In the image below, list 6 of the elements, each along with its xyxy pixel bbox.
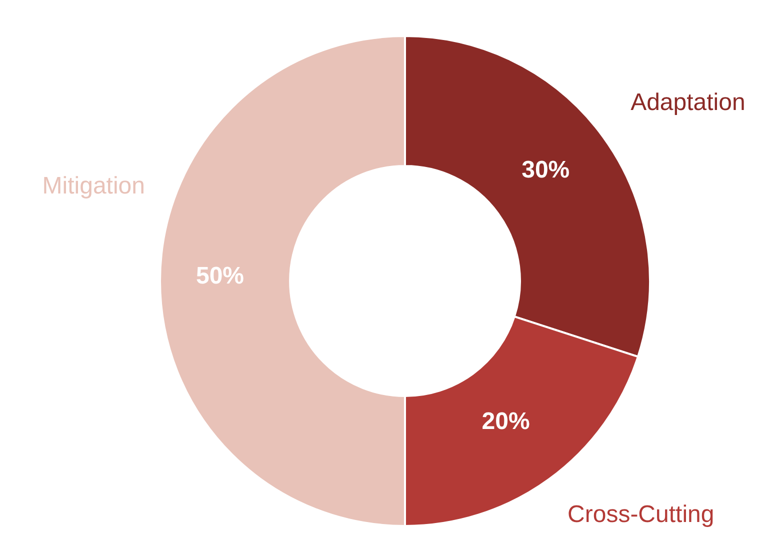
slice-label: Cross-Cutting bbox=[568, 501, 714, 528]
slice-label: Adaptation bbox=[630, 89, 746, 116]
data-label: 50% bbox=[196, 262, 244, 290]
slice-label: Mitigation bbox=[42, 172, 145, 200]
data-label: 20% bbox=[482, 408, 530, 436]
data-label: 30% bbox=[522, 156, 570, 184]
